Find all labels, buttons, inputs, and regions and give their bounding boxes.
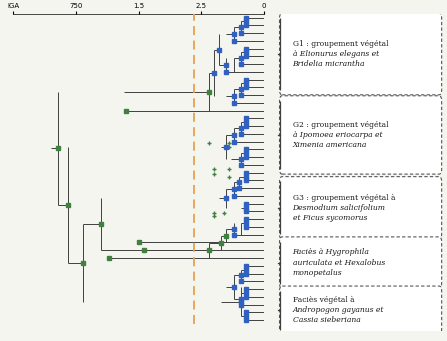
Text: à Elionurus elegans et: à Elionurus elegans et bbox=[293, 50, 379, 58]
Text: Bridelia micrantha: Bridelia micrantha bbox=[293, 60, 365, 68]
Text: Desmodium salicifolium: Desmodium salicifolium bbox=[293, 204, 386, 212]
Text: monopetalus: monopetalus bbox=[293, 269, 342, 277]
Text: Andropogon gayanus et: Andropogon gayanus et bbox=[293, 306, 384, 314]
Text: à Ipomoea eriocarpa et: à Ipomoea eriocarpa et bbox=[293, 131, 382, 139]
Text: Faciès végétal à: Faciès végétal à bbox=[293, 296, 354, 304]
FancyBboxPatch shape bbox=[279, 13, 442, 95]
Text: Ximenia americana: Ximenia americana bbox=[293, 141, 367, 149]
FancyBboxPatch shape bbox=[279, 96, 442, 174]
FancyBboxPatch shape bbox=[279, 286, 442, 334]
Text: Cassia sieberiana: Cassia sieberiana bbox=[293, 316, 360, 324]
Text: G3 : groupement végétal à: G3 : groupement végétal à bbox=[293, 194, 395, 202]
Text: G1 : groupement végétal: G1 : groupement végétal bbox=[293, 40, 388, 48]
Text: et Ficus sycomorus: et Ficus sycomorus bbox=[293, 214, 367, 222]
Text: Faciès à Hygrophila: Faciès à Hygrophila bbox=[293, 249, 370, 256]
Text: auriculata et Hexalobus: auriculata et Hexalobus bbox=[293, 258, 385, 267]
Text: G2 : groupement végétal: G2 : groupement végétal bbox=[293, 121, 388, 129]
FancyBboxPatch shape bbox=[279, 237, 442, 288]
FancyBboxPatch shape bbox=[279, 177, 442, 239]
